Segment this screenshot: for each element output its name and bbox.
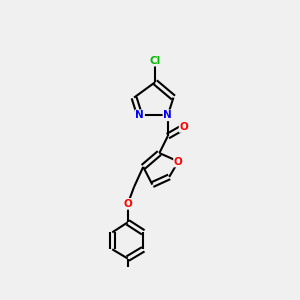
Text: O: O (174, 157, 183, 166)
Text: N: N (164, 110, 172, 120)
Text: O: O (123, 199, 132, 209)
Text: Cl: Cl (149, 56, 161, 66)
Text: O: O (180, 122, 188, 132)
Text: N: N (135, 110, 144, 120)
